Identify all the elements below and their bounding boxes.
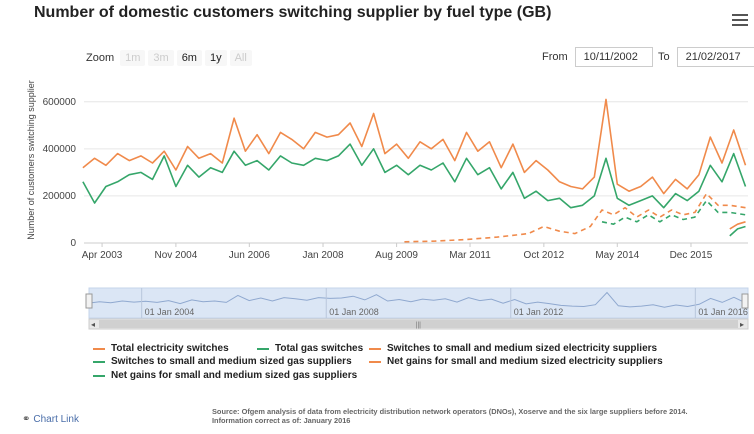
scroll-right-arrow: ▸ bbox=[740, 320, 744, 329]
navigator-label: 01 Jan 2004 bbox=[145, 307, 195, 317]
legend-swatch bbox=[257, 347, 269, 350]
scroll-left-arrow: ◂ bbox=[91, 320, 95, 329]
navigator-selection bbox=[88, 287, 749, 319]
legend-swatch bbox=[93, 360, 105, 363]
x-tick-label: Mar 2011 bbox=[449, 250, 491, 261]
legend-item-0[interactable]: Total electricity switches bbox=[93, 343, 229, 354]
legend-item-1[interactable]: Total gas switches bbox=[257, 343, 363, 354]
legend-swatch bbox=[369, 360, 381, 363]
x-tick-label: Jan 2008 bbox=[302, 250, 344, 261]
x-tick-label: Jun 2006 bbox=[229, 250, 271, 261]
legend-item-2[interactable]: Switches to small and medium sized elect… bbox=[369, 343, 657, 354]
navigator-right-handle bbox=[741, 293, 749, 309]
from-label: From bbox=[542, 51, 568, 63]
y-tick-label: 600000 bbox=[43, 97, 77, 108]
from-date-input[interactable]: 10/11/2002 bbox=[574, 47, 653, 67]
chart-link-label[interactable]: Chart Link bbox=[33, 414, 79, 425]
legend-item-4[interactable]: Net gains for small and medium sized ele… bbox=[369, 356, 663, 367]
source-note: Source: Ofgem analysis of data from elec… bbox=[212, 407, 688, 425]
zoom-all-button[interactable]: All bbox=[229, 50, 252, 66]
zoom-6m-button[interactable]: 6m bbox=[176, 50, 202, 66]
legend-label: Net gains for small and medium sized gas… bbox=[111, 370, 358, 381]
x-tick-label: Aug 2009 bbox=[375, 250, 418, 261]
x-tick-label: Apr 2003 bbox=[82, 250, 123, 261]
y-axis-label: Number of customers switching supplier bbox=[26, 80, 36, 240]
x-tick-label: Dec 2015 bbox=[670, 250, 713, 261]
scroll-grip: ||| bbox=[416, 322, 422, 329]
zoom-3m-button[interactable]: 3m bbox=[148, 50, 174, 66]
to-date-input[interactable]: 21/02/2017 bbox=[676, 47, 754, 67]
legend-label: Switches to small and medium sized elect… bbox=[387, 343, 658, 354]
navigator: 01 Jan 2004 01 Jan 2008 01 Jan 2012 01 Jan … bbox=[85, 287, 749, 330]
to-label: To bbox=[658, 51, 670, 63]
y-axis-ticks: 0 200000 400000 600000 bbox=[43, 97, 77, 249]
y-tick-label: 400000 bbox=[43, 144, 77, 155]
legend-label: Switches to small and medium sized gas s… bbox=[111, 356, 352, 367]
series-line-3 bbox=[601, 199, 746, 225]
legend-swatch bbox=[369, 347, 381, 350]
link-icon: ⚭ bbox=[22, 414, 31, 425]
series-line-0 bbox=[82, 98, 747, 195]
series-line-5 bbox=[729, 225, 746, 237]
legend-label: Total gas switches bbox=[275, 343, 364, 354]
range-to: To 21/02/2017 bbox=[658, 47, 754, 67]
legend-swatch bbox=[93, 347, 105, 350]
chart-series bbox=[82, 98, 747, 243]
y-tick-label: 200000 bbox=[43, 191, 77, 202]
series-line-1 bbox=[82, 143, 747, 209]
x-tick-label: May 2014 bbox=[595, 250, 639, 261]
series-line-2 bbox=[404, 192, 746, 243]
navigator-left-handle bbox=[85, 293, 93, 309]
y-tick-label: 0 bbox=[70, 238, 76, 249]
navigator-series bbox=[87, 291, 746, 308]
legend-label: Net gains for small and medium sized ele… bbox=[387, 356, 663, 367]
chart-link[interactable]: ⚭ Chart Link bbox=[22, 414, 79, 425]
navigator-label: 01 Jan 2008 bbox=[329, 307, 379, 317]
zoom-1m-button[interactable]: 1m bbox=[120, 50, 146, 66]
menu-icon[interactable] bbox=[732, 14, 748, 28]
chart-grid bbox=[84, 101, 748, 244]
x-tick-label: Oct 2012 bbox=[524, 250, 565, 261]
source-line-1: Source: Ofgem analysis of data from elec… bbox=[212, 407, 688, 416]
source-line-2: Information correct as of: January 2016 bbox=[212, 416, 351, 425]
legend-item-3[interactable]: Switches to small and medium sized gas s… bbox=[93, 356, 352, 367]
range-from: From 10/11/2002 bbox=[542, 47, 653, 67]
navigator-label: 01 Jan 2016 bbox=[698, 307, 748, 317]
legend-swatch bbox=[93, 374, 105, 377]
legend-label: Total electricity switches bbox=[111, 343, 229, 354]
x-tick-label: Nov 2004 bbox=[154, 250, 197, 261]
navigator-label: 01 Jan 2012 bbox=[514, 307, 564, 317]
zoom-bar: Zoom 1m 3m 6m 1y All bbox=[86, 50, 255, 66]
zoom-label: Zoom bbox=[86, 52, 115, 64]
zoom-1y-button[interactable]: 1y bbox=[204, 50, 227, 66]
x-axis-ticks: Apr 2003 Nov 2004 Jun 2006 Jan 2008 Aug 2009… bbox=[82, 243, 713, 261]
legend-item-5[interactable]: Net gains for small and medium sized gas… bbox=[93, 370, 357, 381]
chart-title: Number of domestic customers switching s… bbox=[34, 4, 552, 21]
scrollbar-thumb bbox=[99, 320, 738, 328]
series-line-4 bbox=[729, 221, 746, 230]
